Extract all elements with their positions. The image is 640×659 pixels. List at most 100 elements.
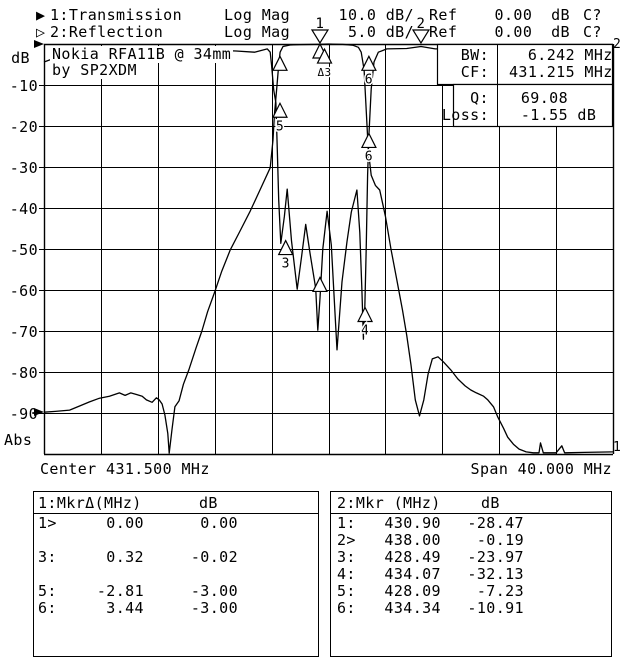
marker-triangle-icon	[311, 276, 328, 293]
marker-triangle-icon	[277, 239, 294, 256]
marker-table-ch1: 1:MkrΔ(MHz) dB 1> 0.00 0.00 3: 0.32 -0.0…	[33, 491, 319, 657]
y-tick--20: -20	[9, 118, 38, 136]
y-tick--70: -70	[9, 323, 38, 341]
marker-label: 3	[282, 257, 290, 272]
cf-unit: MHz	[575, 63, 613, 81]
channel2-ref-value: 0.00 dB	[494, 23, 570, 41]
table1-row-freq: 0.32	[106, 548, 144, 566]
table2-row-label: 1:	[337, 514, 356, 532]
plot-area: 1 2 Δ3 6 5 3 4 6	[34, 16, 615, 456]
marker-triangle-icon	[272, 101, 288, 118]
marker-label: Δ3	[317, 66, 331, 79]
q-label: Q:	[470, 89, 489, 107]
bw-label: BW:	[460, 46, 489, 64]
trace1-start-arrow-icon	[34, 408, 44, 416]
table1-header-divider	[34, 513, 318, 514]
y-tick--80: -80	[9, 364, 38, 382]
device-author: by SP2XDM	[50, 61, 139, 79]
center-frequency-label: Center 431.500 MHz	[40, 460, 210, 478]
active-marker-number: 2	[417, 16, 426, 32]
channel2-cal-status: C?	[583, 23, 602, 41]
table1-db-col: dB	[199, 494, 218, 512]
marker-table-ch2: 2:Mkr (MHz) dB 1: 430.90 -28.47 2> 438.0…	[330, 491, 612, 657]
table2-title: 2:Mkr (MHz)	[337, 494, 441, 512]
table2-row-db: -28.47	[467, 514, 524, 532]
marker-triangle-icon	[357, 306, 374, 323]
table2-db-col: dB	[481, 494, 500, 512]
loss-label: Loss:	[441, 106, 489, 124]
marker-triangle-icon	[272, 54, 288, 71]
table2-row-db: -32.13	[467, 565, 524, 583]
bw-unit: MHz	[575, 46, 613, 64]
table2-row-freq: 434.34	[384, 599, 441, 617]
table1-row-freq: -2.81	[96, 582, 144, 600]
table1-row-db: -3.00	[190, 582, 238, 600]
marker-triangle-icon	[360, 54, 377, 71]
y-tick--60: -60	[9, 282, 38, 300]
table2-row-freq: 428.49	[384, 548, 441, 566]
table2-row-db: -0.19	[476, 531, 524, 549]
span-label: Span 40.000 MHz	[470, 460, 612, 478]
table2-row-freq: 434.07	[384, 565, 441, 583]
y-tick--50: -50	[9, 241, 38, 259]
y-tick--90: -90	[9, 405, 38, 423]
trace2-edge-tag: 2	[613, 37, 622, 52]
y-tick--30: -30	[9, 159, 38, 177]
y-axis-abs-label: Abs	[4, 431, 33, 449]
trace-2-reflection	[43, 45, 613, 351]
active-marker-triangle-icon	[310, 29, 330, 45]
table2-row-label: 2>	[337, 531, 356, 549]
channel1-name: 1:Transmission	[50, 6, 183, 24]
channel2-scale: 5.0 dB/	[347, 23, 414, 41]
channel2-active-icon: ▷	[36, 23, 46, 41]
marker-triangle-icon	[316, 47, 333, 64]
loss-unit: dB	[568, 106, 597, 124]
table2-row-db: -23.97	[467, 548, 524, 566]
active-marker-triangle-icon	[411, 29, 431, 45]
table2-row-freq: 438.00	[384, 531, 441, 549]
channel1-format: Log Mag	[224, 6, 291, 24]
loss-value: -1.55	[520, 106, 568, 124]
table1-title: 1:MkrΔ(MHz)	[38, 494, 142, 512]
channel2-format: Log Mag	[224, 23, 291, 41]
channel1-scale: 10.0 dB/	[338, 6, 414, 24]
channel2-name: 2:Reflection	[50, 23, 164, 41]
channel1-cal-status: C?	[583, 6, 602, 24]
table1-row-label: 3:	[38, 548, 57, 566]
table1-row-freq: 0.00	[106, 514, 144, 532]
bw-cf-box	[436, 43, 614, 86]
marker-label: 5	[276, 119, 284, 134]
cf-label: CF:	[460, 63, 489, 81]
table2-header-divider	[331, 513, 611, 514]
y-axis-unit: dB	[11, 49, 30, 67]
table2-row-label: 4:	[337, 565, 356, 583]
marker-triangle-icon	[360, 132, 377, 149]
cf-value: 431.215	[508, 63, 575, 81]
active-marker-number: 1	[316, 16, 325, 32]
channel1-ref-value: 0.00 dB	[494, 6, 570, 24]
table1-row-label: 1>	[38, 514, 57, 532]
table1-row-db: 0.00	[200, 514, 238, 532]
q-value: 69.08	[520, 89, 568, 107]
trace-1-transmission	[43, 43, 614, 454]
table1-row-db: -3.00	[190, 599, 238, 617]
table2-row-label: 3:	[337, 548, 356, 566]
trace1-edge-tag: 1	[613, 440, 622, 455]
device-title: Nokia RFA11B @ 34mm	[50, 45, 234, 63]
table1-row-freq: 3.44	[106, 599, 144, 617]
table1-row-label: 5:	[38, 582, 57, 600]
channel1-active-icon: ▶	[36, 6, 46, 24]
table2-row-label: 6:	[337, 599, 356, 617]
table1-row-db: -0.02	[190, 548, 238, 566]
marker-label: 6	[365, 149, 373, 164]
channel1-ref-label: Ref	[429, 6, 458, 24]
table1-row-label: 6:	[38, 599, 57, 617]
table2-row-freq: 428.09	[384, 582, 441, 600]
y-tick--40: -40	[9, 200, 38, 218]
table2-row-db: -10.91	[467, 599, 524, 617]
q-loss-box	[452, 83, 614, 128]
table2-row-freq: 430.90	[384, 514, 441, 532]
trace2-start-arrow-icon	[34, 40, 44, 48]
table2-row-label: 5:	[337, 582, 356, 600]
